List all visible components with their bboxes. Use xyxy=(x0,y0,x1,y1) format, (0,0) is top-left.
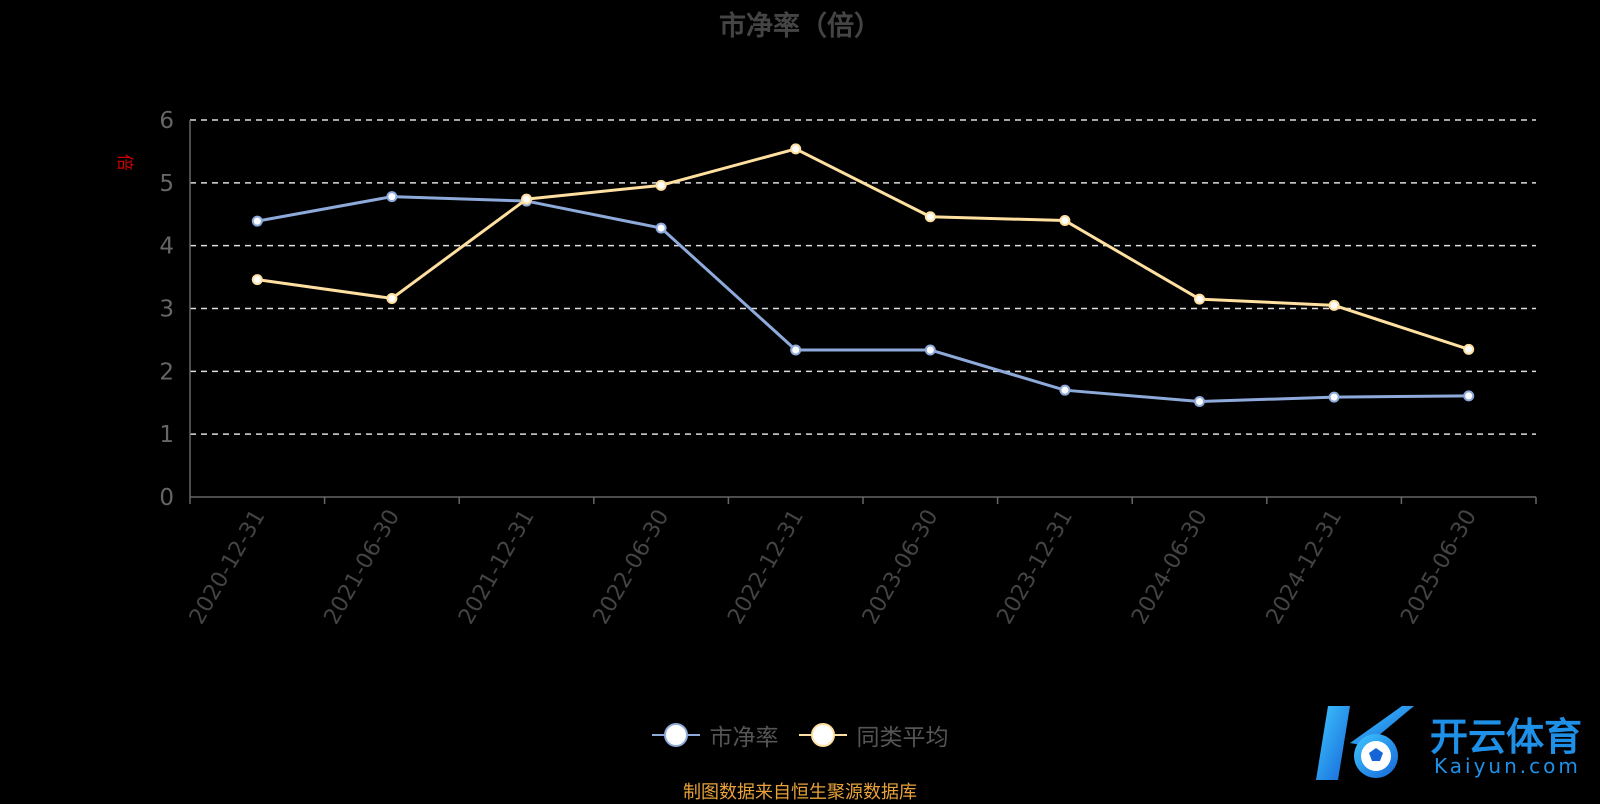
series-2-point-2 xyxy=(521,193,532,205)
series-1-point-9 xyxy=(1463,390,1475,402)
x-tick-label-5: 2023-06-30 xyxy=(858,506,944,629)
series-1-point-1 xyxy=(386,191,398,203)
series-1-point-4 xyxy=(790,344,802,356)
series-1-point-8 xyxy=(1328,391,1340,403)
legend-marker-series-2 xyxy=(798,723,847,747)
y-tick-label-6: 6 xyxy=(159,108,174,134)
legend-item-series-1[interactable]: 市净率 xyxy=(651,718,779,752)
plot-area: 0 1 2 3 4 5 6 2020-12-31 2021-06-30 2021-12-31 202… xyxy=(159,108,1537,629)
series-1-point-7 xyxy=(1194,395,1205,407)
y-tick-label-3: 3 xyxy=(159,297,174,323)
legend-label-series-2: 同类平均 xyxy=(856,725,949,751)
series-line-1 xyxy=(257,195,1469,403)
series-2-point-3 xyxy=(655,179,667,191)
series-2-point-1 xyxy=(386,292,398,304)
y-tick-label-5: 5 xyxy=(159,171,174,197)
x-tick-label-7: 2024-06-30 xyxy=(1127,506,1213,629)
series-2-point-7 xyxy=(1194,293,1205,305)
x-tick-label-9: 2025-06-30 xyxy=(1396,506,1482,629)
x-tick-label-0: 2020-12-31 xyxy=(185,506,271,629)
source-note: 制图数据来自恒生聚源数据库 xyxy=(683,782,917,803)
x-tick-label-1: 2021-06-30 xyxy=(320,506,406,629)
y-tick-label-1: 1 xyxy=(159,422,174,448)
series-2-point-6 xyxy=(1059,215,1071,227)
x-tick-label-3: 2022-06-30 xyxy=(589,506,675,629)
x-tick-label-8: 2024-12-31 xyxy=(1262,506,1348,629)
y-tick-label-0: 0 xyxy=(159,485,174,511)
series-1-point-3 xyxy=(655,222,667,234)
legend-marker-series-1 xyxy=(651,723,700,747)
y-tick-label-4: 4 xyxy=(159,234,174,260)
watermark-brand-text: 开云体育 xyxy=(1430,715,1583,759)
y-tick-label-2: 2 xyxy=(159,359,174,385)
series-2-point-8 xyxy=(1328,299,1340,311)
watermark: 开云体育 Kaiyun.com xyxy=(1310,698,1590,788)
x-tick-label-6: 2023-12-31 xyxy=(993,506,1079,629)
legend-item-series-2[interactable]: 同类平均 xyxy=(798,718,949,752)
x-tick-label-2: 2021-12-31 xyxy=(454,506,540,629)
legend: 市净率 同类平均 xyxy=(0,718,1600,752)
x-tick-label-4: 2022-12-31 xyxy=(723,506,809,629)
series-1-point-5 xyxy=(924,344,936,356)
series-1-point-0 xyxy=(251,215,263,227)
series-2-point-0 xyxy=(251,274,263,286)
series-1-point-6 xyxy=(1059,384,1071,396)
series-line-2 xyxy=(257,147,1470,351)
kaiyun-logo-icon xyxy=(1316,706,1414,780)
watermark-brand-sub: Kaiyun.com xyxy=(1434,754,1581,778)
legend-label-series-1: 市净率 xyxy=(709,725,779,751)
series-2-point-9 xyxy=(1463,343,1475,355)
chart-title: 市净率（倍） xyxy=(719,11,881,42)
series-2-point-4 xyxy=(790,143,802,155)
series-2-point-5 xyxy=(924,211,936,223)
